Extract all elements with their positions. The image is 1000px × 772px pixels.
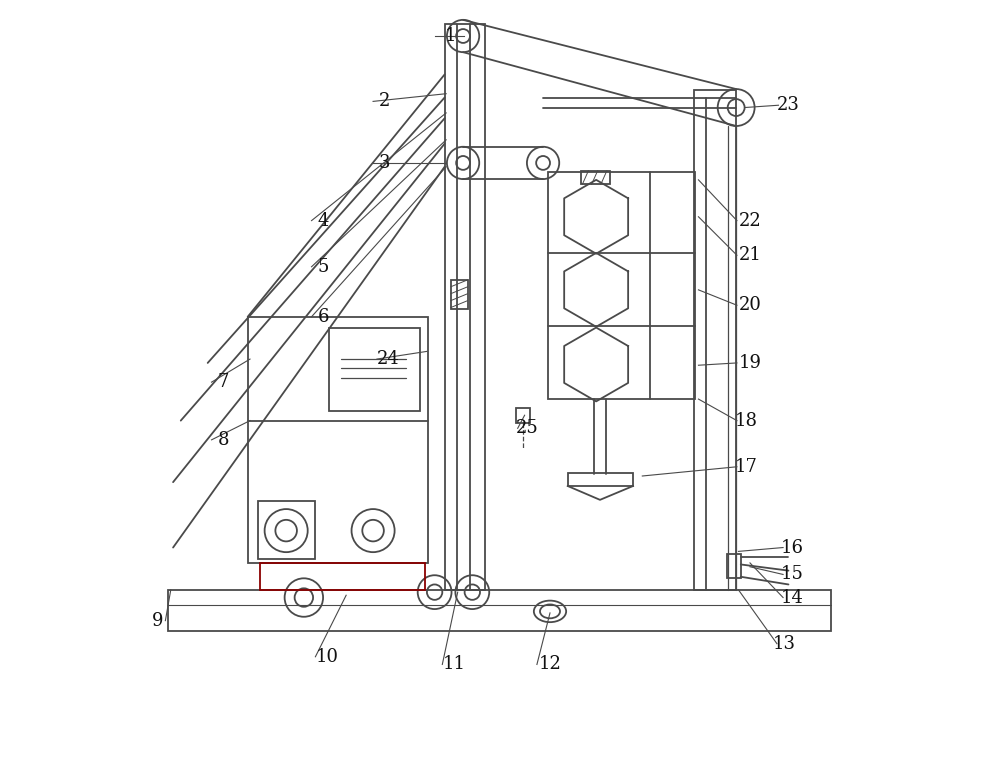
Text: 4: 4 xyxy=(317,212,329,229)
Bar xyxy=(581,171,610,185)
Text: 19: 19 xyxy=(738,354,761,372)
Text: 9: 9 xyxy=(152,611,163,630)
Text: 5: 5 xyxy=(317,258,329,276)
Text: 18: 18 xyxy=(735,411,758,429)
Text: 21: 21 xyxy=(739,246,761,264)
Bar xyxy=(248,317,428,563)
Bar xyxy=(694,90,736,590)
Text: 6: 6 xyxy=(317,308,329,326)
Text: 10: 10 xyxy=(315,648,338,665)
Text: 14: 14 xyxy=(781,588,804,607)
Text: 23: 23 xyxy=(777,96,800,114)
Text: 13: 13 xyxy=(773,635,796,652)
Bar xyxy=(258,501,315,559)
Text: 24: 24 xyxy=(377,350,400,368)
Text: 15: 15 xyxy=(781,565,804,584)
Text: 25: 25 xyxy=(516,419,538,437)
Text: 7: 7 xyxy=(217,373,229,391)
Bar xyxy=(568,473,633,486)
Bar xyxy=(329,327,420,411)
Text: 22: 22 xyxy=(739,212,761,229)
Text: 20: 20 xyxy=(739,296,761,314)
Text: 17: 17 xyxy=(735,458,758,476)
Text: 16: 16 xyxy=(781,539,804,557)
Bar xyxy=(548,172,695,399)
Bar xyxy=(445,25,485,590)
Bar xyxy=(727,554,741,578)
Bar xyxy=(168,590,831,631)
Text: 11: 11 xyxy=(442,655,465,673)
Text: 1: 1 xyxy=(444,27,456,45)
Text: 2: 2 xyxy=(379,93,390,110)
Text: 12: 12 xyxy=(539,655,561,673)
Text: 8: 8 xyxy=(217,431,229,449)
Text: 3: 3 xyxy=(379,154,390,172)
Bar xyxy=(516,408,530,423)
Bar xyxy=(451,279,468,309)
Bar xyxy=(260,563,425,590)
